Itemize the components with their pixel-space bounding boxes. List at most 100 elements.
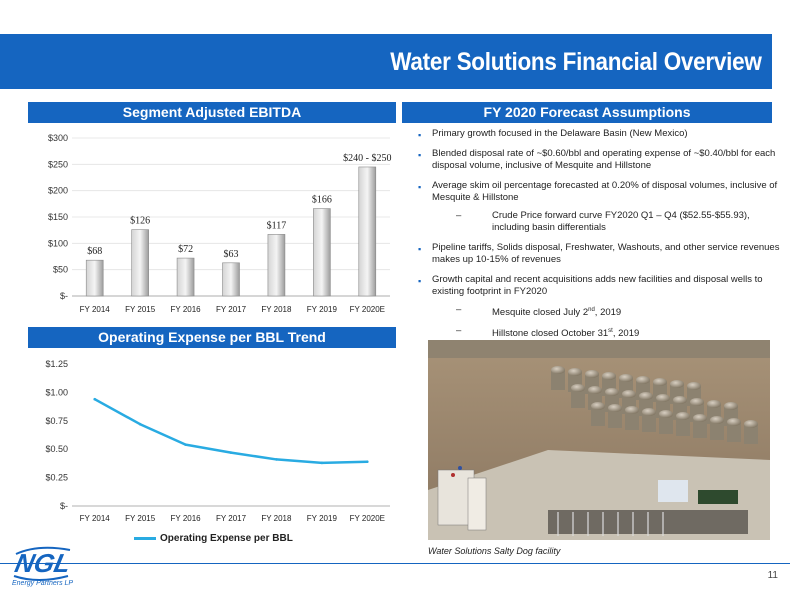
tank-body	[710, 420, 724, 440]
tank-top	[622, 390, 636, 398]
bar	[176, 257, 195, 297]
sub-bullet-item: – Hillstone closed October 31st, 2019	[418, 325, 780, 340]
forecast-header: FY 2020 Forecast Assumptions	[402, 102, 772, 123]
bullet-item: ▪ Growth capital and recent acquisitions …	[418, 274, 780, 298]
y-tick-label: $150	[48, 212, 68, 222]
opex-line-chart: $- $0.25 $0.50 $0.75 $1.00 $1.25 FY 2014 FY 201…	[45, 359, 390, 523]
x-tick-label: FY 2018	[261, 305, 292, 314]
page-number: 11	[767, 570, 778, 581]
bar-data-label: $63	[224, 249, 239, 260]
bar	[222, 262, 240, 297]
forecast-bullets: ▪ Primary growth focused in the Delaware …	[418, 128, 780, 348]
x-tick-label: FY 2019	[307, 305, 338, 314]
y-tick-label: $-	[60, 291, 68, 301]
tank-top	[727, 418, 741, 426]
title-bar: Water Solutions Financial Overview	[0, 34, 772, 89]
y-tick-label: $200	[48, 186, 68, 196]
x-tick-label: FY 2017	[216, 514, 247, 523]
tank-body	[571, 388, 585, 408]
tank-top	[571, 384, 585, 392]
tank-body	[625, 410, 639, 430]
data-point	[93, 397, 97, 401]
facility-photo	[428, 340, 770, 540]
tank-top	[591, 402, 605, 410]
y-tick-label: $300	[48, 133, 68, 143]
bar	[313, 208, 331, 297]
tank-top	[673, 396, 687, 404]
bar	[358, 166, 377, 297]
tank-top	[690, 398, 704, 406]
bullet-text: Pipeline tariffs, Solids disposal, Fresh…	[432, 242, 780, 265]
data-point	[138, 422, 142, 426]
tank-body	[608, 408, 622, 428]
tank-top	[693, 414, 707, 422]
line-legend: Operating Expense per BBL	[134, 533, 293, 544]
tank-top	[588, 386, 602, 394]
bullet-icon: ▪	[418, 130, 422, 140]
sub-bullet-text: Mesquite closed July 2nd, 2019	[492, 307, 622, 319]
legend-swatch	[134, 536, 156, 540]
tank-body	[727, 422, 741, 442]
bar-data-label: $240 - $250	[343, 153, 391, 164]
tank-top	[605, 388, 619, 396]
bar	[131, 229, 149, 297]
data-point	[365, 460, 369, 463]
bullet-item: ▪ Blended disposal rate of ~$0.60/bbl and…	[418, 148, 780, 172]
tank-top	[608, 404, 622, 412]
bullet-text: Average skim oil percentage forecasted a…	[432, 180, 778, 203]
y-tick-label: $1.00	[45, 387, 68, 397]
bullet-item: ▪ Average skim oil percentage forecasted …	[418, 180, 780, 204]
tank-top	[676, 412, 690, 420]
sub-bullet-item: – Crude Price forward curve FY2020 Q1 – Q…	[418, 210, 780, 234]
x-tick-label: FY 2015	[125, 514, 156, 523]
y-tick-label: $0.75	[45, 416, 68, 426]
bullet-text: Blended disposal rate of ~$0.60/bbl and …	[432, 148, 776, 171]
data-point	[320, 461, 324, 465]
x-tick-label: FY 2014	[80, 305, 111, 314]
tank-top	[636, 376, 650, 384]
logo-tagline: Energy Partners LP	[12, 580, 74, 587]
x-tick-label: FY 2020E	[350, 514, 385, 523]
sub-bullet-item: – Mesquite closed July 2nd, 2019	[418, 304, 780, 319]
bullet-icon: ▪	[418, 244, 422, 254]
dash-icon: –	[456, 210, 462, 221]
bar-data-label: $117	[267, 220, 287, 231]
bar	[267, 234, 286, 297]
opex-header: Operating Expense per BBL Trend	[28, 327, 396, 348]
bullet-icon: ▪	[418, 150, 422, 160]
tank-body	[551, 370, 565, 390]
bullet-text: Primary growth focused in the Delaware B…	[432, 128, 688, 139]
page-title: Water Solutions Financial Overview	[390, 48, 763, 76]
y-tick-label: $50	[53, 265, 68, 275]
tank-body	[642, 412, 656, 432]
x-tick-label: FY 2015	[125, 305, 156, 314]
photo-caption: Water Solutions Salty Dog facility	[428, 546, 561, 556]
tank-top	[619, 374, 633, 382]
tank-top	[707, 400, 721, 408]
dash-icon: –	[456, 304, 462, 315]
bar-data-label: $166	[312, 195, 332, 206]
tank-top	[551, 366, 565, 374]
bar-data-label: $72	[178, 244, 193, 255]
tank-top	[724, 402, 738, 410]
ngl-logo: NGL	[12, 546, 74, 581]
tank-top	[659, 410, 673, 418]
x-tick-label: FY 2017	[216, 305, 247, 314]
data-point	[275, 458, 278, 461]
sub-bullet-text: Crude Price forward curve FY2020 Q1 – Q4…	[492, 210, 750, 233]
legend-label: Operating Expense per BBL	[160, 533, 293, 544]
tank-top	[625, 406, 639, 414]
dash-icon: –	[456, 325, 462, 337]
y-tick-label: $-	[60, 501, 68, 511]
footer-line	[0, 563, 790, 564]
data-point	[184, 443, 187, 446]
y-tick-label: $100	[48, 238, 68, 248]
tank-top	[602, 372, 616, 380]
y-tick-label: $1.25	[45, 359, 68, 369]
y-tick-label: $250	[48, 159, 68, 169]
tank-body	[744, 424, 758, 444]
x-tick-label: FY 2014	[80, 514, 111, 523]
tank-top	[670, 380, 684, 388]
sub-bullet-text: Hillstone closed October 31st, 2019	[492, 328, 640, 340]
tank-top	[639, 392, 653, 400]
